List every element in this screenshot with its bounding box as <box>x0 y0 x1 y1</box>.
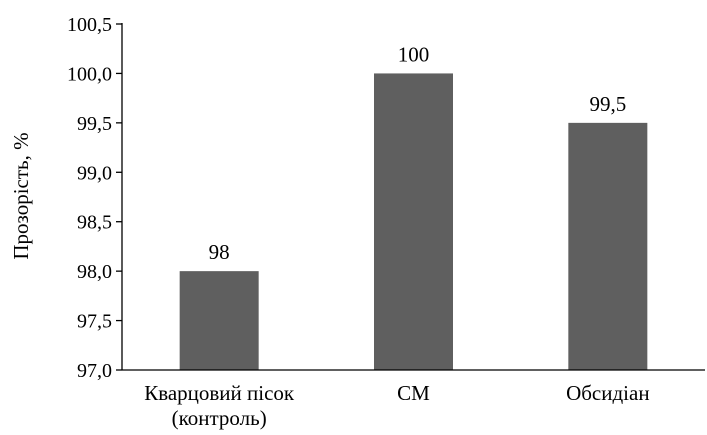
y-tick-label: 97,5 <box>77 311 112 333</box>
y-tick-label: 97,0 <box>77 360 112 382</box>
category-label: Обсидіан <box>566 381 650 405</box>
bar <box>374 73 453 370</box>
y-axis-title: Прозорість, % <box>9 132 33 259</box>
bars <box>179 73 648 370</box>
y-axis-ticks: 97,0 97,5 98,0 98,5 99,0 99,5 100,0 100,5 <box>67 14 122 382</box>
y-tick-label: 99,0 <box>77 162 112 184</box>
category-label: (контроль) <box>172 406 267 430</box>
y-tick-label: 98,0 <box>77 261 112 283</box>
bar <box>568 122 648 370</box>
data-label: 100 <box>398 42 430 66</box>
bar <box>179 271 259 370</box>
data-label: 98 <box>209 240 230 264</box>
data-label: 99,5 <box>589 92 626 116</box>
y-tick-label: 100,5 <box>67 14 112 36</box>
y-tick-label: 98,5 <box>77 212 112 234</box>
data-labels: 98 100 99,5 <box>209 42 627 264</box>
category-label: СМ <box>397 381 430 405</box>
category-label: Кварцовий пісок <box>144 381 295 405</box>
category-labels: Кварцовий пісок(контроль) СМ Обсидіан <box>144 381 649 430</box>
y-tick-label: 100,0 <box>67 63 112 85</box>
y-tick-label: 99,5 <box>77 113 112 135</box>
